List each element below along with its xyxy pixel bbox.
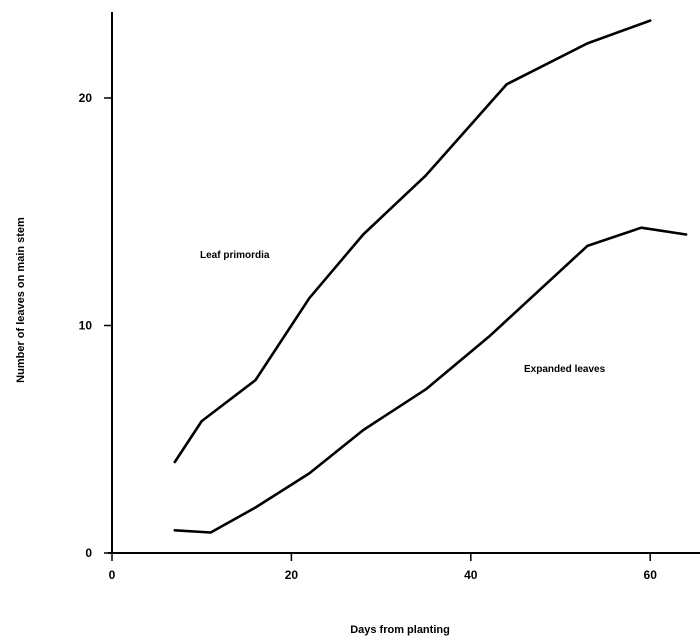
- x-tick-label: 0: [109, 568, 116, 582]
- y-tick-label: 10: [79, 319, 93, 333]
- expanded-leaves-line: [173, 226, 688, 534]
- y-tick-label: 20: [79, 91, 93, 105]
- leaf-primordia-label: Leaf primordia: [200, 250, 270, 261]
- x-tick-label: 60: [644, 568, 658, 582]
- x-tick-label: 40: [464, 568, 478, 582]
- leaf-primordia-line: [173, 19, 652, 464]
- x-axis-title: Days from planting: [350, 624, 450, 636]
- expanded-leaves-label: Expanded leaves: [524, 364, 606, 375]
- y-axis-title: Number of leaves on main stem: [15, 217, 27, 383]
- y-tick-label: 0: [85, 546, 92, 560]
- x-tick-label: 20: [285, 568, 299, 582]
